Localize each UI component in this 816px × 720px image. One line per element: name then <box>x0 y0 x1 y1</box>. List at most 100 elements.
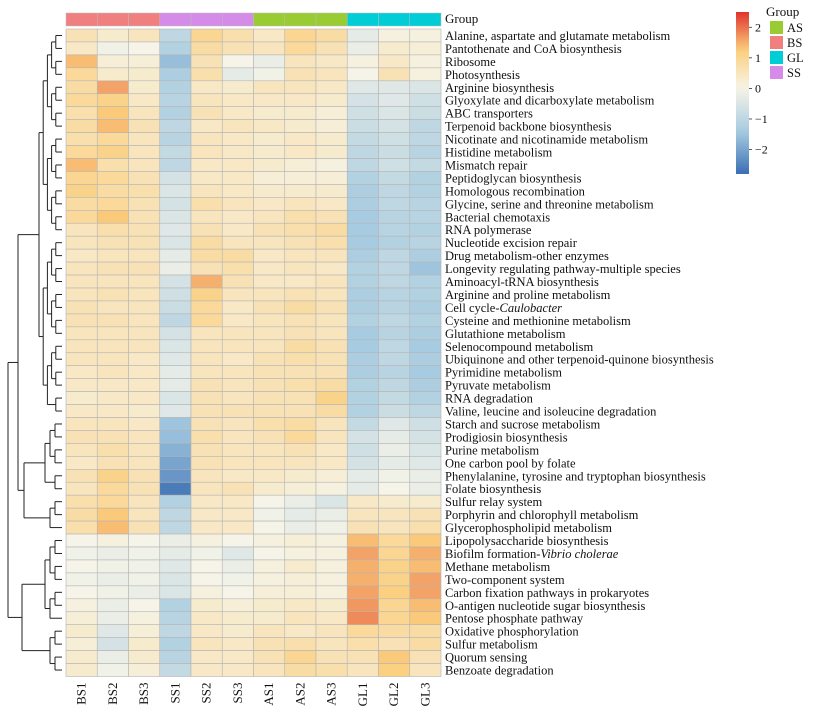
row-label: Purine metabolism <box>445 443 539 457</box>
row-label: Nicotinate and nicotinamide metabolism <box>445 133 648 147</box>
heatmap-cell <box>409 300 442 315</box>
heatmap-cell <box>253 404 286 418</box>
heatmap-cell <box>315 54 348 69</box>
heatmap-cell <box>190 391 223 405</box>
heatmap-cell <box>378 572 411 587</box>
heatmap-cell <box>190 28 223 43</box>
heatmap-cell <box>253 443 286 457</box>
heatmap-cell <box>315 365 348 379</box>
heatmap-cell <box>190 300 223 315</box>
row-label: Sulfur metabolism <box>445 638 538 652</box>
heatmap-cell <box>284 171 317 185</box>
heatmap-cell <box>378 559 411 574</box>
heatmap-cell <box>65 585 98 600</box>
heatmap-cell <box>409 650 442 664</box>
heatmap-cell <box>346 352 379 366</box>
heatmap-cell <box>409 468 442 483</box>
heatmap-cell <box>284 637 317 651</box>
heatmap-cell <box>159 352 192 366</box>
heatmap-cell <box>378 520 411 535</box>
heatmap-cell <box>284 430 317 444</box>
heatmap-cell <box>315 378 348 392</box>
heatmap-cell <box>409 391 442 405</box>
heatmap-cell <box>221 184 254 198</box>
heatmap-cell <box>378 650 411 664</box>
heatmap-cell <box>315 417 348 431</box>
heatmap-cell <box>96 559 129 574</box>
heatmap-cell <box>221 391 254 405</box>
heatmap-cell <box>315 507 348 522</box>
heatmap-cell <box>315 235 348 250</box>
heatmap-cell <box>253 235 286 250</box>
heatmap-cell <box>378 546 411 561</box>
colorbar-tick-label: −1 <box>755 112 768 126</box>
heatmap-cell <box>190 585 223 600</box>
heatmap-cell <box>284 67 317 82</box>
heatmap-cell <box>409 41 442 56</box>
heatmap-cell <box>65 637 98 651</box>
heatmap-cell <box>65 119 98 133</box>
heatmap-cell <box>65 248 98 263</box>
heatmap-cell <box>284 41 317 56</box>
row-label: Two-component system <box>445 573 565 587</box>
heatmap-cell <box>346 171 379 185</box>
colorbar-gradient <box>736 12 749 174</box>
heatmap-cell <box>159 650 192 664</box>
heatmap-cell <box>96 300 129 315</box>
heatmap-cell <box>346 287 379 302</box>
heatmap-cell <box>190 404 223 418</box>
heatmap-cell <box>378 235 411 250</box>
heatmap-cell <box>190 533 223 548</box>
heatmap-cell <box>221 210 254 224</box>
heatmap-cell <box>159 80 192 95</box>
heatmap-cell <box>284 572 317 587</box>
heatmap-cell <box>378 611 411 625</box>
heatmap-cell <box>65 300 98 315</box>
heatmap-cell <box>253 585 286 600</box>
heatmap-cell <box>378 41 411 56</box>
heatmap-cell <box>409 93 442 107</box>
heatmap-cell <box>190 339 223 354</box>
heatmap-cell <box>378 28 411 43</box>
heatmap-cell <box>315 158 348 172</box>
group-legend-label: SS <box>787 66 801 80</box>
heatmap-cell <box>409 145 442 159</box>
heatmap-cell <box>346 533 379 548</box>
heatmap-cell <box>409 171 442 185</box>
heatmap-cell <box>159 404 192 418</box>
heatmap-cell <box>128 54 161 69</box>
heatmap-cell <box>284 248 317 263</box>
heatmap-cell <box>315 339 348 354</box>
heatmap-cell <box>409 106 442 120</box>
heatmap-cell <box>378 365 411 379</box>
heatmap-cell <box>96 41 129 56</box>
heatmap-cell <box>128 300 161 315</box>
row-label: Valine, leucine and isoleucine degradati… <box>445 405 657 419</box>
heatmap-cell <box>315 650 348 664</box>
heatmap-cell <box>65 559 98 574</box>
row-dendrogram <box>7 34 62 671</box>
heatmap-cell <box>378 313 411 328</box>
heatmap-cell <box>96 261 129 276</box>
heatmap-cell <box>315 197 348 211</box>
row-label: Pantothenate and CoA biosynthesis <box>445 42 622 56</box>
heatmap-cell <box>96 481 129 496</box>
column-label: AS2 <box>292 683 307 706</box>
heatmap-cell <box>346 28 379 43</box>
group-legend-label: GL <box>787 51 804 65</box>
heatmap-cell <box>159 443 192 457</box>
heatmap-cell <box>284 417 317 431</box>
heatmap-cell <box>65 93 98 107</box>
heatmap-cell <box>221 313 254 328</box>
heatmap-cell <box>96 598 129 613</box>
heatmap-cell <box>128 559 161 574</box>
heatmap-cell <box>253 300 286 315</box>
heatmap-cell <box>346 663 379 677</box>
heatmap-cell <box>190 468 223 483</box>
heatmap-cell <box>253 365 286 379</box>
heatmap-cell <box>346 378 379 392</box>
heatmap-cell <box>221 248 254 263</box>
group-cell-SS3 <box>222 12 254 27</box>
heatmap-cell <box>159 145 192 159</box>
